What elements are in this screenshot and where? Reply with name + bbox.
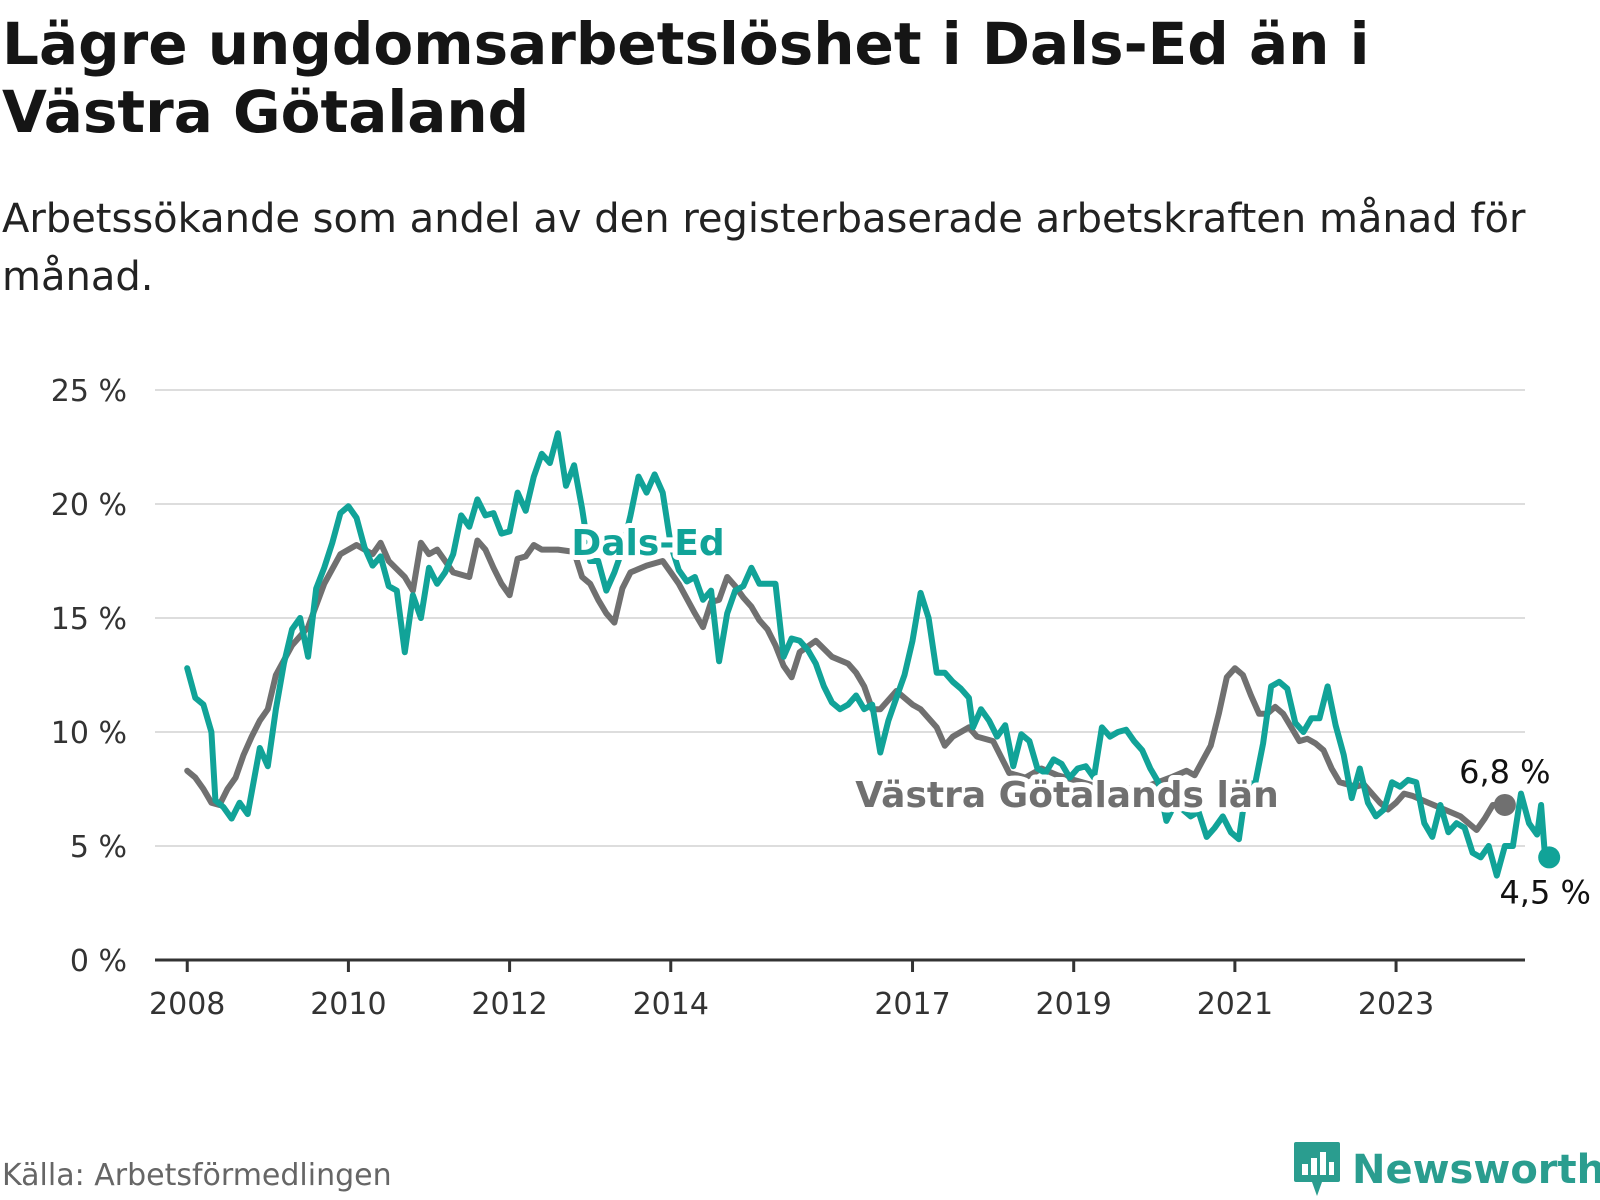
end-value-label-dals-ed: 4,5 % [1499, 873, 1590, 911]
y-tick-label: 25 % [51, 374, 127, 409]
x-tick-label: 2014 [633, 987, 709, 1022]
x-tick-label: 2021 [1197, 987, 1273, 1022]
x-axis: 2008 2010 2012 2014 2017 2019 2021 2023 [149, 958, 1525, 1022]
line-chart: 0 %5 %10 %15 %20 %25 % 2008 2010 2012 2014 2… [50, 374, 1595, 1022]
x-tick-label: 2019 [1036, 987, 1112, 1022]
chart-subtitle: Arbetssökande som andel av den registerb… [2, 196, 1526, 300]
x-tick-label: 2010 [310, 987, 386, 1022]
end-point-dals-ed [1538, 846, 1561, 869]
y-tick-label: 15 % [51, 602, 127, 637]
brand-logo: Newsworthy [1292, 1140, 1600, 1200]
series-labels: Västra Götalands län Dals-Ed 6,8 % 4,5 % [566, 518, 1595, 915]
y-tick-label: 20 % [51, 488, 127, 523]
series-line-vastra-gotaland [184, 537, 1508, 833]
series-label-vastra-gotaland: Västra Götalands län [855, 775, 1278, 816]
x-tick-label: 2008 [149, 987, 225, 1022]
y-tick-label: 10 % [51, 716, 127, 751]
y-axis: 0 % 5 % 10 % 15 % 20 % 25 % [51, 374, 127, 979]
y-tick-label: 5 % [70, 830, 127, 865]
source-note: Källa: Arbetsförmedlingen [2, 1158, 392, 1193]
end-point-vastra-gotaland [1493, 793, 1516, 816]
x-tick-label: 2012 [471, 987, 547, 1022]
series-label-dals-ed: Dals-Ed [571, 523, 724, 564]
series-line-dals-ed [184, 430, 1553, 879]
chart-title: Lägre ungdomsarbetslöshet i Dals-Ed än i… [2, 10, 1370, 146]
end-value-label-vastra-gotaland: 6,8 % [1459, 753, 1550, 791]
y-tick-label: 0 % [70, 944, 127, 979]
newsworthy-logo-icon [1294, 1142, 1340, 1196]
gridlines [155, 389, 1525, 847]
x-tick-label: 2023 [1358, 987, 1434, 1022]
series-lines [184, 430, 1561, 879]
x-tick-label: 2017 [874, 987, 950, 1022]
brand-name: Newsworthy [1352, 1147, 1600, 1193]
